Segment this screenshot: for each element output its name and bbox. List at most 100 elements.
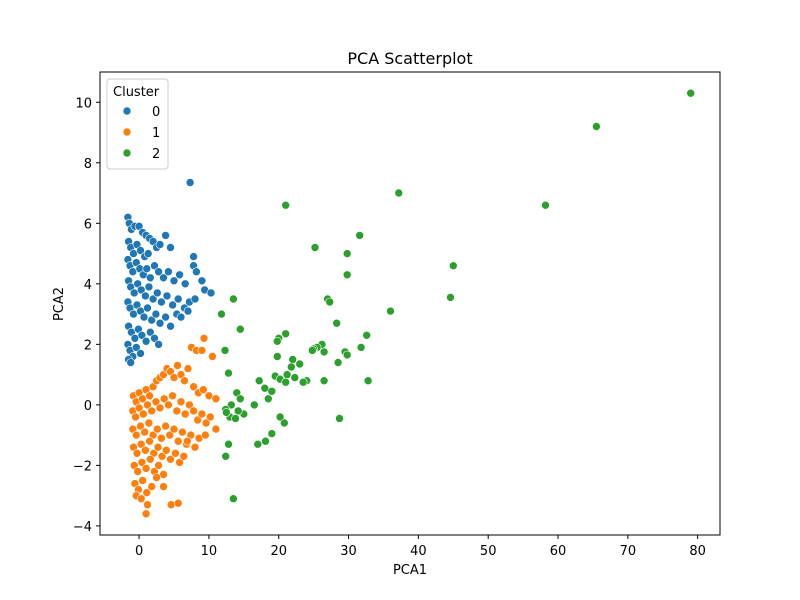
cluster-2-point bbox=[229, 294, 238, 304]
cluster-0-point bbox=[154, 267, 163, 277]
cluster-0-point bbox=[143, 303, 152, 313]
cluster-0-point bbox=[175, 270, 184, 280]
cluster-1-point bbox=[138, 476, 147, 485]
cluster-2-point bbox=[267, 386, 277, 396]
cluster-1-point bbox=[211, 424, 221, 434]
chart-title: PCA Scatterplot bbox=[347, 49, 472, 68]
cluster-1-point bbox=[140, 427, 149, 437]
cluster-0-point bbox=[136, 246, 145, 255]
cluster-2-point bbox=[253, 439, 263, 449]
cluster-0-point bbox=[154, 340, 163, 349]
cluster-1-point bbox=[178, 427, 187, 437]
cluster-1-point bbox=[154, 461, 163, 470]
cluster-2-point bbox=[254, 376, 264, 386]
cluster-1-point bbox=[151, 397, 161, 407]
cluster-0-point bbox=[144, 282, 154, 292]
cluster-2-point bbox=[333, 358, 343, 367]
cluster-2-point bbox=[332, 318, 342, 328]
x-tick-label: 30 bbox=[340, 544, 357, 559]
y-tick-label: 8 bbox=[84, 157, 92, 172]
cluster-1-point bbox=[180, 376, 189, 386]
cluster-1-point bbox=[199, 333, 209, 343]
cluster-0-point bbox=[142, 264, 152, 274]
cluster-2-point bbox=[224, 368, 233, 378]
legend: Cluster 0 1 2 bbox=[106, 78, 169, 170]
cluster-1-point bbox=[179, 451, 189, 461]
cluster-0-point bbox=[136, 285, 146, 295]
y-tick-label: 4 bbox=[84, 278, 92, 293]
cluster-2-point bbox=[310, 243, 320, 252]
cluster-1-point bbox=[147, 482, 156, 491]
cluster-1-point bbox=[155, 403, 165, 413]
cluster-1-point bbox=[136, 494, 146, 504]
cluster-1-point bbox=[173, 361, 182, 370]
cluster-0-point bbox=[189, 252, 198, 261]
cluster-1-point bbox=[183, 364, 193, 373]
y-tick-label: 2 bbox=[84, 338, 92, 353]
cluster-1-point bbox=[201, 418, 211, 428]
cluster-1-point bbox=[166, 500, 176, 510]
cluster-1-point bbox=[168, 391, 177, 401]
cluster-0-point bbox=[147, 315, 156, 325]
cluster-2-point bbox=[286, 362, 296, 372]
cluster-1-point bbox=[136, 439, 146, 449]
cluster-0-point bbox=[132, 343, 141, 352]
cluster-0-point bbox=[126, 358, 135, 367]
cluster-2-point bbox=[541, 200, 550, 210]
y-tick-label: 6 bbox=[84, 217, 92, 232]
cluster-0-point bbox=[150, 333, 159, 343]
cluster-0-point bbox=[139, 312, 149, 322]
cluster-0-point bbox=[161, 312, 170, 322]
cluster-0-point bbox=[129, 249, 138, 258]
cluster-1-point bbox=[142, 488, 152, 497]
cluster-1-point bbox=[132, 448, 142, 458]
y-tick-label: 0 bbox=[84, 399, 92, 414]
cluster-0-point bbox=[148, 294, 158, 304]
cluster-2-point bbox=[448, 261, 458, 271]
cluster-1-point bbox=[153, 424, 162, 434]
cluster-1-point bbox=[201, 430, 210, 440]
cluster-0-point bbox=[151, 309, 161, 319]
cluster-2-point bbox=[267, 429, 277, 438]
cluster-2-point bbox=[272, 336, 282, 346]
legend-marker-0 bbox=[122, 106, 132, 116]
cluster-1-point bbox=[193, 415, 202, 425]
cluster-0-point bbox=[169, 276, 179, 286]
cluster-2-point bbox=[335, 414, 344, 423]
cluster-0-point bbox=[155, 240, 165, 249]
cluster-2-point bbox=[261, 436, 270, 446]
y-tick-label: −2 bbox=[73, 459, 92, 474]
cluster-1-point bbox=[136, 421, 145, 431]
cluster-1-point bbox=[208, 352, 217, 361]
plot-points bbox=[123, 88, 696, 519]
cluster-1-point bbox=[132, 430, 141, 440]
cluster-2-point bbox=[342, 270, 352, 280]
cluster-1-point bbox=[197, 346, 207, 355]
y-tick-label: −4 bbox=[73, 520, 92, 535]
cluster-1-point bbox=[146, 454, 155, 464]
cluster-2-point bbox=[686, 88, 696, 98]
cluster-0-point bbox=[190, 294, 200, 304]
cluster-1-point bbox=[162, 445, 171, 455]
cluster-0-point bbox=[192, 267, 201, 277]
cluster-1-point bbox=[145, 391, 154, 401]
cluster-2-point bbox=[290, 373, 300, 382]
cluster-0-point bbox=[146, 327, 155, 337]
cluster-2-point bbox=[356, 343, 366, 352]
plot-frame bbox=[99, 71, 721, 536]
cluster-2-point bbox=[355, 231, 365, 240]
cluster-1-point bbox=[164, 400, 173, 410]
cluster-2-point bbox=[227, 400, 236, 410]
cluster-0-point bbox=[166, 321, 175, 331]
cluster-2-point bbox=[222, 408, 231, 417]
cluster-2-point bbox=[288, 355, 298, 364]
cluster-1-point bbox=[180, 409, 190, 419]
cluster-1-point bbox=[141, 509, 151, 519]
cluster-0-point bbox=[153, 288, 162, 298]
cluster-2-point bbox=[236, 324, 245, 334]
cluster-0-point bbox=[157, 297, 166, 307]
cluster-1-point bbox=[189, 406, 198, 416]
x-tick-label: 50 bbox=[480, 544, 497, 559]
cluster-2-point bbox=[231, 414, 240, 423]
cluster-0-point bbox=[159, 273, 168, 283]
